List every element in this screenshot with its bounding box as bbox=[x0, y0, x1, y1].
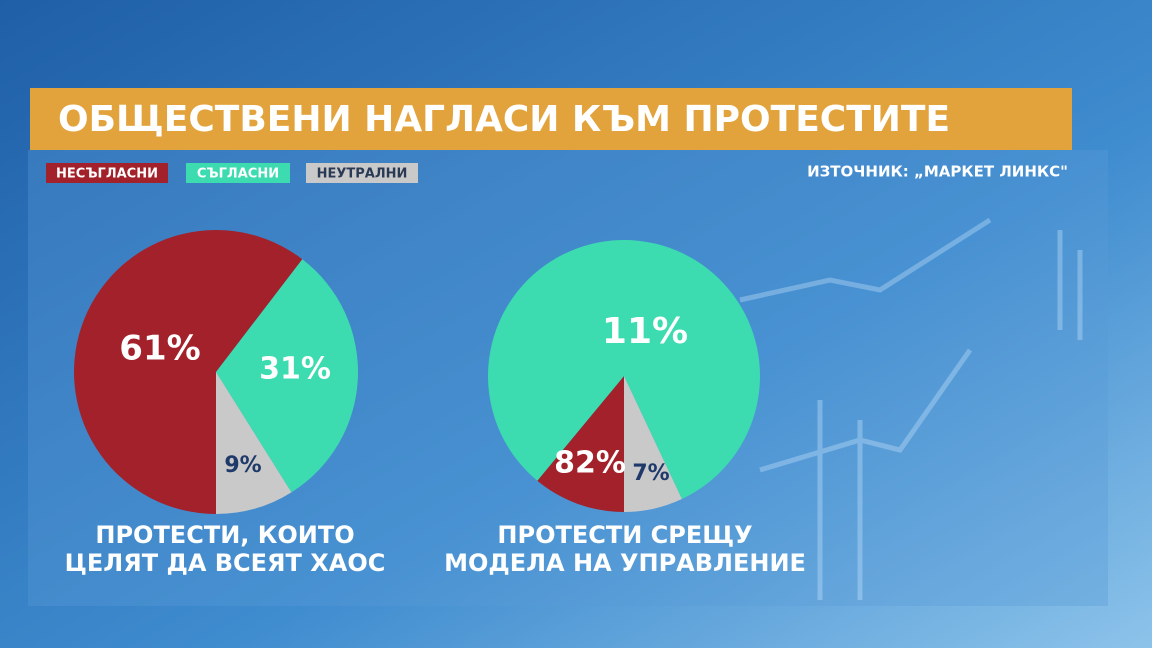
pie-slice bbox=[624, 376, 682, 512]
chart-subtitle: ПРОТЕСТИ, КОИТО bbox=[95, 521, 354, 549]
pie-slice bbox=[216, 259, 358, 493]
value-label: 11% bbox=[602, 311, 688, 352]
title-banner bbox=[30, 88, 1072, 150]
pie-slice bbox=[537, 376, 624, 512]
legend-label: СЪГЛАСНИ bbox=[197, 167, 279, 182]
legend-label: НЕСЪГЛАСНИ bbox=[56, 167, 158, 182]
legend-swatch bbox=[186, 163, 290, 183]
pie-slice bbox=[216, 372, 292, 514]
chart-subtitle: МОДЕЛА НА УПРАВЛЕНИЕ bbox=[444, 549, 806, 577]
value-label: 82% bbox=[554, 446, 626, 481]
pie-slice bbox=[488, 240, 761, 500]
value-label: 7% bbox=[632, 461, 669, 486]
title: ОБЩЕСТВЕНИ НАГЛАСИ КЪМ ПРОТЕСТИТЕ bbox=[58, 99, 950, 140]
chart-subtitle: ЦЕЛЯТ ДА ВСЕЯТ ХАОС bbox=[65, 549, 386, 577]
decor bbox=[739, 217, 1083, 600]
value-label: 31% bbox=[259, 352, 331, 387]
source: ИЗТОЧНИК: „МАРКЕТ ЛИНКС" bbox=[807, 163, 1068, 181]
legend-swatch bbox=[306, 163, 418, 183]
pie-slice bbox=[74, 230, 303, 514]
chart-subtitle: ПРОТЕСТИ СРЕЩУ bbox=[497, 521, 752, 549]
value-label: 9% bbox=[224, 453, 261, 478]
legend-swatch bbox=[46, 163, 168, 183]
legend-label: НЕУТРАЛНИ bbox=[317, 167, 408, 182]
value-label: 61% bbox=[119, 329, 200, 369]
